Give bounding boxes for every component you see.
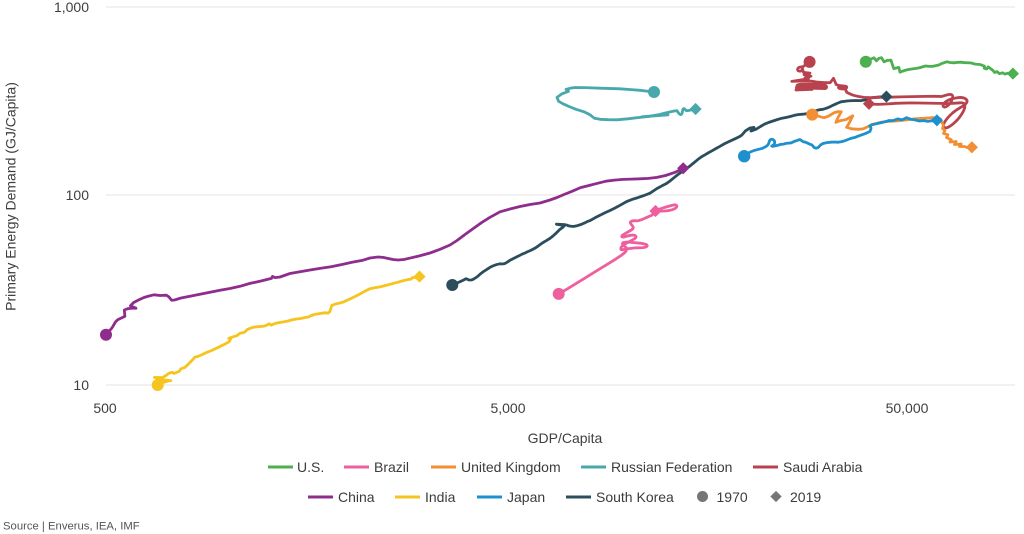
svg-text:Japan: Japan [507, 489, 545, 505]
svg-text:1970: 1970 [717, 489, 748, 505]
svg-text:5,000: 5,000 [490, 400, 525, 416]
svg-text:500: 500 [93, 400, 117, 416]
svg-text:Russian Federation: Russian Federation [611, 459, 732, 475]
svg-text:Primary Energy Demand (GJ/Capi: Primary Energy Demand (GJ/Capita) [3, 82, 19, 311]
svg-text:India: India [425, 489, 456, 505]
svg-text:1,000: 1,000 [54, 0, 89, 15]
svg-text:Brazil: Brazil [374, 459, 409, 475]
svg-text:Source | Enverus, IEA, IMF: Source | Enverus, IEA, IMF [3, 521, 140, 533]
svg-text:GDP/Capita: GDP/Capita [528, 430, 603, 446]
svg-text:U.S.: U.S. [297, 459, 324, 475]
svg-text:United Kingdom: United Kingdom [461, 459, 561, 475]
svg-text:2019: 2019 [790, 489, 821, 505]
svg-text:China: China [338, 489, 375, 505]
svg-text:50,000: 50,000 [886, 400, 929, 416]
svg-text:10: 10 [73, 377, 89, 393]
svg-text:100: 100 [66, 187, 90, 203]
svg-text:Saudi Arabia: Saudi Arabia [783, 459, 863, 475]
svg-text:South Korea: South Korea [596, 489, 674, 505]
